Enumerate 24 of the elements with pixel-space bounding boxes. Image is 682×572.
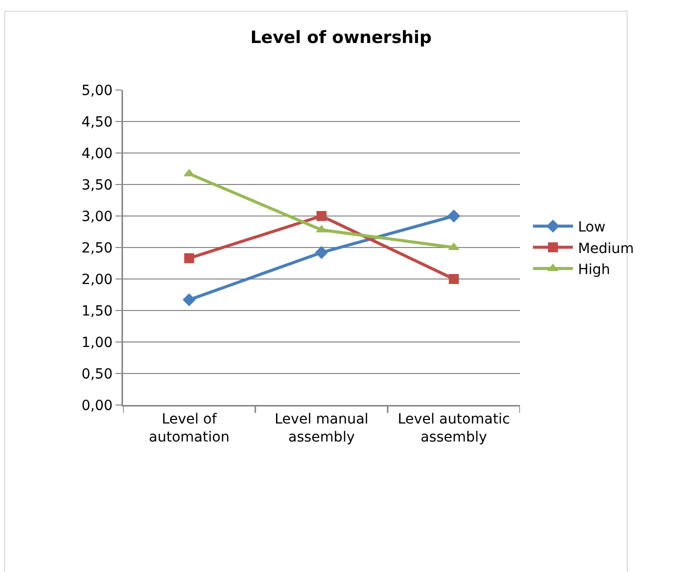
legend-label: Low: [578, 220, 606, 236]
y-tick-label: 0,00: [82, 398, 113, 414]
point: [315, 246, 328, 260]
point: [447, 210, 460, 222]
point: [184, 253, 194, 264]
legend-label: High: [578, 262, 610, 278]
y-tick-label: 4,00: [82, 146, 113, 162]
x-tick-label: Level manual assembly: [274, 411, 368, 446]
chart-title: Level of ownership: [250, 28, 432, 48]
y-tick-label: 4,50: [82, 114, 113, 130]
y-tick-label: 3,00: [82, 208, 113, 225]
y-tick-label: 2,00: [82, 272, 113, 288]
y-tick-label: 1,50: [82, 303, 113, 320]
y-tick-label: 5,00: [82, 82, 113, 99]
legend-label: Medium: [578, 240, 634, 257]
y-tick-label: 1,00: [82, 334, 113, 351]
y-tick-label: 2,50: [82, 240, 113, 256]
x-tick-label: Level automatic assembly: [398, 411, 510, 446]
point: [316, 211, 326, 221]
x-tick-label: Level of automation: [148, 411, 230, 446]
y-tick-label: 3,50: [82, 177, 113, 194]
point: [448, 274, 459, 284]
point: [182, 293, 196, 306]
y-tick-label: 0,50: [82, 366, 113, 382]
